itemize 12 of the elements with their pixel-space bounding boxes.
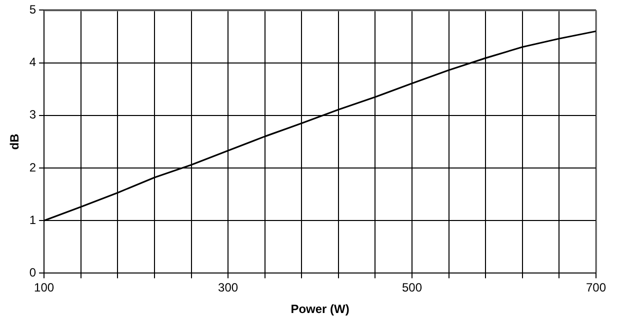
y-tick-label: 3 — [29, 108, 36, 122]
y-tick-label: 0 — [29, 266, 36, 280]
y-tick-label: 1 — [29, 212, 36, 227]
x-tick-label: 100 — [34, 280, 54, 295]
y-tick-label: 4 — [29, 55, 36, 70]
y-tick-label: 5 — [29, 2, 36, 17]
y-axis-title: dB — [8, 133, 22, 150]
x-tick-label: 500 — [402, 280, 422, 295]
x-tick-label: 300 — [218, 280, 238, 295]
x-tick-label: 700 — [586, 280, 606, 295]
x-axis-title: Power (W) — [290, 302, 350, 316]
y-tick-label: 2 — [29, 160, 36, 174]
